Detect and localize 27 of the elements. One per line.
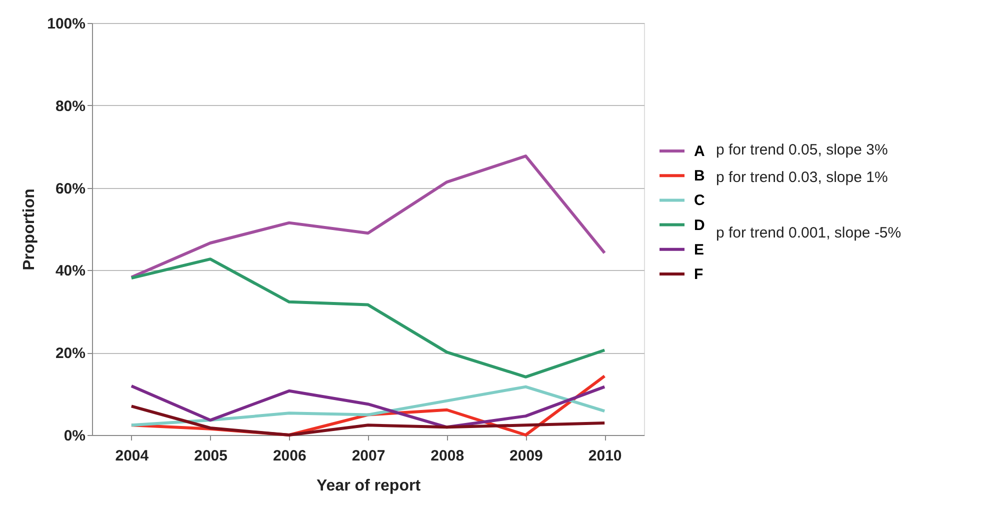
text: p for trend 0.001, slope -5% xyxy=(716,224,902,242)
y-tick-label: 60% xyxy=(55,180,86,198)
y-tick-label: 20% xyxy=(55,345,86,362)
legend-label: A xyxy=(694,143,705,160)
line-series xyxy=(130,258,606,378)
text: p for trend 0.03, slope 1% xyxy=(716,169,888,186)
y-tick-label: 40% xyxy=(55,262,86,280)
x-tick-label: 2009 xyxy=(510,448,543,464)
y-axis-title: Proportion xyxy=(21,188,38,270)
y-tick-label: 100% xyxy=(47,16,86,32)
line-series xyxy=(130,154,606,279)
legend-label: F xyxy=(694,266,704,283)
x-tick-label: 2006 xyxy=(272,448,306,464)
legend-label: B xyxy=(694,168,705,185)
line-series xyxy=(130,404,606,436)
legend-label: D xyxy=(694,216,705,234)
x-tick-label: 2007 xyxy=(352,448,386,464)
legend-label: C xyxy=(694,192,705,210)
x-tick-label: 2010 xyxy=(588,448,622,464)
x-tick-label: 2008 xyxy=(430,448,464,464)
x-axis-title: Year of report xyxy=(316,478,422,494)
y-tick-label: 80% xyxy=(55,98,86,115)
x-tick-label: 2005 xyxy=(194,448,228,464)
legend-label: E xyxy=(694,241,704,258)
x-tick-label: 2004 xyxy=(115,448,150,464)
text: p for trend 0.05, slope 3% xyxy=(716,142,888,158)
y-tick-label: 0% xyxy=(64,428,86,444)
